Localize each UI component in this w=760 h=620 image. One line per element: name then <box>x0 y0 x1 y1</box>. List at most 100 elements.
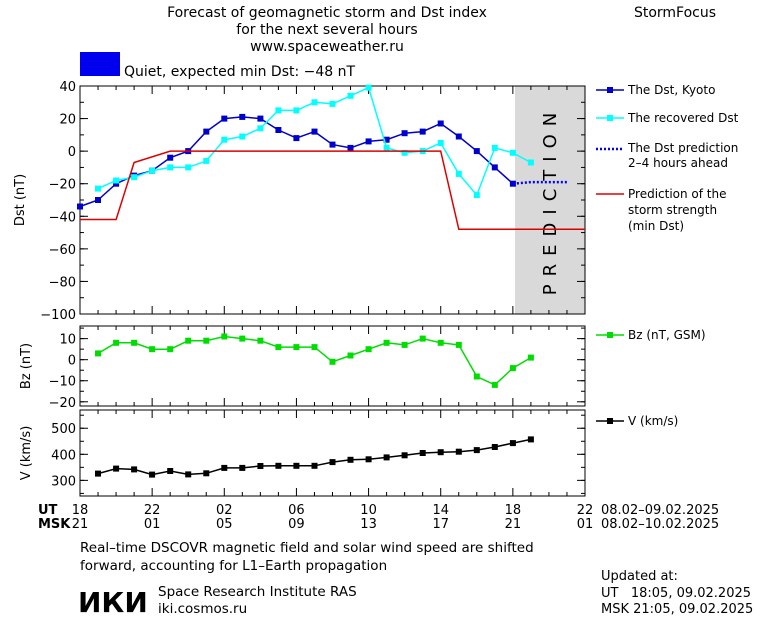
ut-tick-label: 18 <box>72 503 89 518</box>
prediction-band <box>515 86 585 314</box>
data-point <box>329 141 336 148</box>
title-line-1: Forecast of geomagnetic storm and Dst in… <box>167 5 487 21</box>
data-point <box>455 448 462 455</box>
data-point <box>275 344 282 351</box>
y-tick-label: 40 <box>59 80 76 95</box>
data-point <box>437 449 444 456</box>
data-point <box>401 341 408 348</box>
data-point <box>527 436 534 443</box>
series-line <box>97 438 532 476</box>
data-point <box>221 333 228 340</box>
legend-v: V (km/s) <box>628 414 678 428</box>
data-point <box>293 462 300 469</box>
ut-tick-label: 18 <box>505 503 522 518</box>
data-point <box>95 197 101 203</box>
data-point <box>275 462 282 469</box>
y-tick-label: 20 <box>59 113 76 128</box>
data-point <box>257 125 264 132</box>
institute-name: Space Research Institute RAS <box>158 584 357 600</box>
ut-date-range: 08.02–09.02.2025 <box>601 503 719 518</box>
legend-prediction: The Dst prediction 2–4 hours ahead <box>627 141 738 170</box>
legend-storm: Prediction of the storm strength (min Dst) <box>628 187 727 233</box>
data-point <box>365 84 372 91</box>
updated-ut: UT 18:05, 09.02.2025 <box>601 586 751 601</box>
data-point <box>185 471 192 478</box>
status-swatch <box>80 52 120 76</box>
data-point <box>437 339 444 346</box>
y-tick-label: −20 <box>49 396 76 411</box>
ut-tick-label: 06 <box>288 503 305 518</box>
data-point <box>347 456 354 463</box>
data-point <box>293 135 300 142</box>
dst-axis-title: Dst (nT) <box>13 174 28 226</box>
data-point <box>473 447 480 454</box>
data-point <box>239 464 246 471</box>
data-point <box>437 120 444 127</box>
data-point <box>401 149 408 156</box>
y-tick-label: −60 <box>49 243 76 258</box>
data-point <box>329 459 336 466</box>
msk-tick-label: 01 <box>577 517 594 532</box>
ut-tick-label: 10 <box>360 503 377 518</box>
msk-date-range: 08.02–10.02.2025 <box>601 517 719 532</box>
msk-tick-label: 09 <box>288 517 305 532</box>
data-point <box>437 140 444 146</box>
data-point <box>149 471 156 478</box>
series-layer <box>77 84 585 478</box>
legend-dst-kyoto-marker <box>607 87 613 93</box>
data-point <box>203 470 210 477</box>
data-point <box>383 339 390 346</box>
data-point <box>293 107 300 114</box>
data-point <box>347 352 354 359</box>
prediction-label: PREDICTION <box>540 105 561 295</box>
data-point <box>221 136 228 143</box>
y-tick-label: −100 <box>40 308 76 323</box>
data-point <box>113 465 120 472</box>
ut-tick-label: 22 <box>577 503 594 518</box>
data-point <box>329 358 336 365</box>
data-point <box>95 185 101 192</box>
data-point <box>527 159 534 166</box>
status-label: Quiet, expected min Dst: −48 nT <box>124 64 356 80</box>
legend-recovered-marker <box>607 115 613 121</box>
data-point <box>311 99 318 106</box>
data-point <box>131 174 138 181</box>
data-point <box>311 462 318 469</box>
data-point <box>311 344 318 351</box>
updated-label: Updated at: <box>601 569 678 584</box>
msk-label: MSK <box>38 517 71 532</box>
ut-tick-label: 14 <box>432 503 449 518</box>
data-point <box>455 170 462 177</box>
data-point <box>419 450 426 456</box>
series-line <box>79 116 514 208</box>
data-point <box>203 157 210 164</box>
data-point <box>491 444 498 450</box>
data-point <box>257 463 264 469</box>
legend-bz-marker <box>607 332 613 338</box>
data-point <box>257 337 264 344</box>
series-line <box>97 335 532 386</box>
data-point <box>311 128 318 135</box>
data-point <box>347 92 354 99</box>
data-point <box>491 164 498 171</box>
data-point <box>203 128 210 135</box>
y-tick-label: 500 <box>51 422 76 437</box>
msk-tick-label: 17 <box>432 517 449 532</box>
data-point <box>257 115 264 122</box>
data-point <box>473 373 480 380</box>
data-point <box>113 180 120 187</box>
data-point <box>113 177 120 184</box>
data-point <box>239 335 246 342</box>
y-tick-label: 400 <box>51 448 76 463</box>
legend-recovered: The recovered Dst <box>627 111 739 125</box>
data-point <box>455 341 462 348</box>
data-point <box>95 470 101 477</box>
msk-tick-label: 05 <box>216 517 233 532</box>
msk-tick-label: 21 <box>72 517 89 532</box>
data-point <box>275 107 282 114</box>
data-point <box>239 133 246 140</box>
data-point <box>365 346 372 353</box>
y-tick-label: 10 <box>59 333 76 348</box>
data-point <box>527 354 534 361</box>
title-line-3: www.spaceweather.ru <box>250 39 404 55</box>
